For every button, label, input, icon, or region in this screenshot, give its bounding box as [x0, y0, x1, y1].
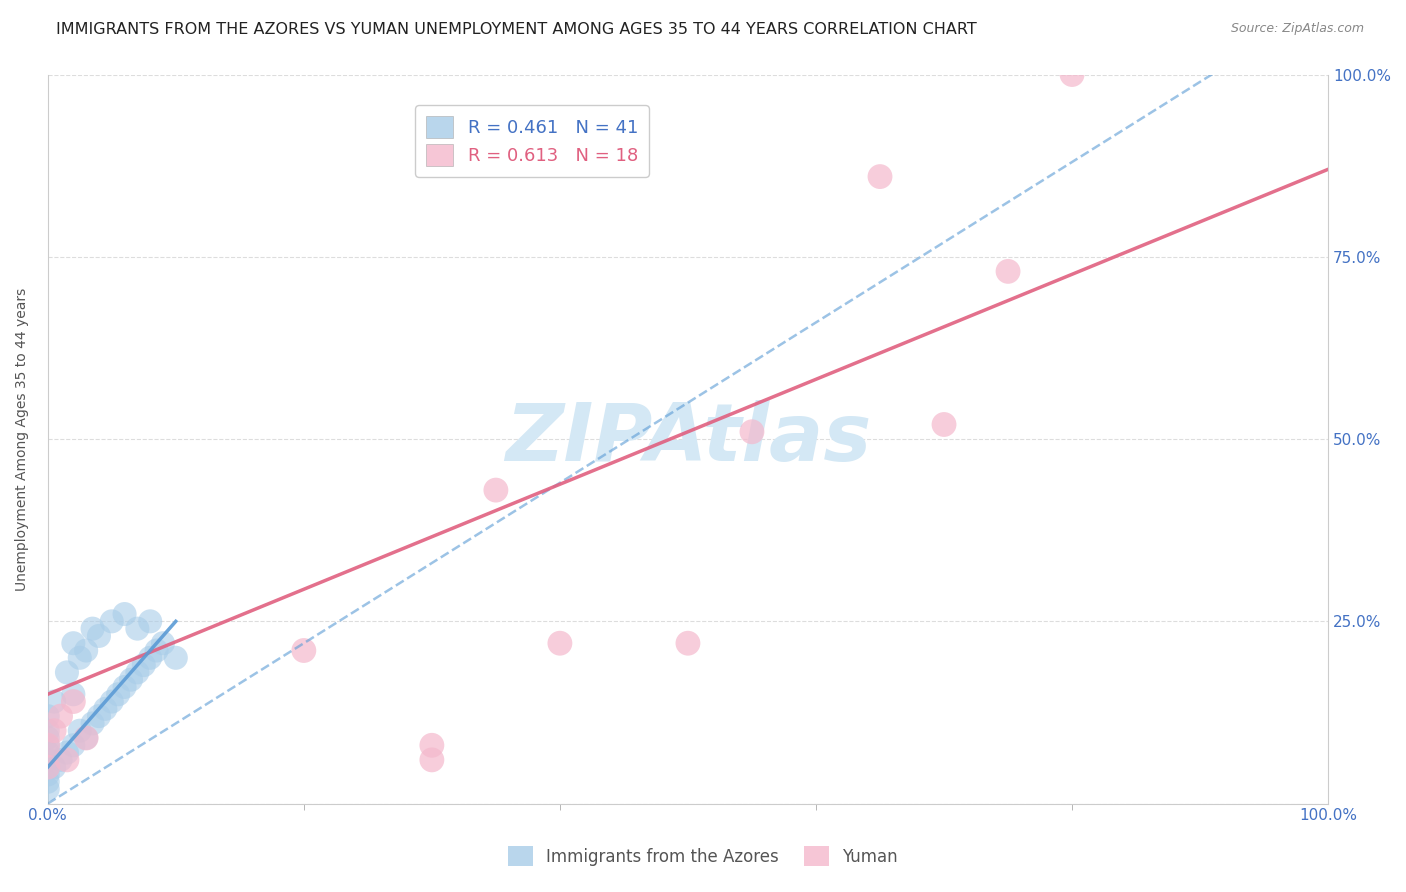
Point	[145, 643, 167, 657]
Point	[100, 615, 122, 629]
Point	[69, 650, 91, 665]
Point	[62, 694, 84, 708]
Point	[87, 709, 110, 723]
Point	[82, 716, 104, 731]
Point	[100, 694, 122, 708]
Point	[87, 629, 110, 643]
Point	[56, 753, 79, 767]
Point	[44, 694, 66, 708]
Point	[37, 767, 59, 781]
Point	[37, 760, 59, 774]
Point	[132, 658, 155, 673]
Point	[75, 731, 97, 745]
Point	[37, 739, 59, 753]
Point	[37, 723, 59, 738]
Point	[75, 731, 97, 745]
Point	[44, 760, 66, 774]
Point	[420, 753, 443, 767]
Point	[37, 760, 59, 774]
Point	[56, 665, 79, 680]
Point	[139, 615, 162, 629]
Point	[49, 709, 72, 723]
Point	[869, 169, 891, 184]
Point	[69, 723, 91, 738]
Point	[114, 680, 136, 694]
Point	[114, 607, 136, 621]
Point	[127, 665, 149, 680]
Point	[37, 731, 59, 745]
Point	[56, 746, 79, 760]
Point	[120, 673, 142, 687]
Point	[37, 753, 59, 767]
Point	[548, 636, 571, 650]
Point	[49, 753, 72, 767]
Point	[94, 702, 117, 716]
Point	[62, 739, 84, 753]
Point	[152, 636, 174, 650]
Point	[139, 650, 162, 665]
Text: Source: ZipAtlas.com: Source: ZipAtlas.com	[1230, 22, 1364, 36]
Point	[75, 643, 97, 657]
Text: IMMIGRANTS FROM THE AZORES VS YUMAN UNEMPLOYMENT AMONG AGES 35 TO 44 YEARS CORRE: IMMIGRANTS FROM THE AZORES VS YUMAN UNEM…	[56, 22, 977, 37]
Point	[62, 636, 84, 650]
Y-axis label: Unemployment Among Ages 35 to 44 years: Unemployment Among Ages 35 to 44 years	[15, 287, 30, 591]
Point	[1060, 68, 1083, 82]
Point	[82, 622, 104, 636]
Point	[37, 774, 59, 789]
Point	[107, 687, 129, 701]
Point	[165, 650, 187, 665]
Point	[292, 643, 315, 657]
Point	[37, 709, 59, 723]
Legend: R = 0.461   N = 41, R = 0.613   N = 18: R = 0.461 N = 41, R = 0.613 N = 18	[415, 105, 648, 177]
Point	[37, 746, 59, 760]
Text: ZIPAtlas: ZIPAtlas	[505, 401, 872, 478]
Point	[932, 417, 955, 432]
Point	[37, 782, 59, 797]
Point	[485, 483, 508, 497]
Point	[44, 723, 66, 738]
Point	[741, 425, 763, 439]
Point	[127, 622, 149, 636]
Point	[997, 264, 1019, 278]
Point	[62, 687, 84, 701]
Point	[676, 636, 699, 650]
Point	[420, 739, 443, 753]
Point	[37, 739, 59, 753]
Legend: Immigrants from the Azores, Yuman: Immigrants from the Azores, Yuman	[499, 838, 907, 875]
